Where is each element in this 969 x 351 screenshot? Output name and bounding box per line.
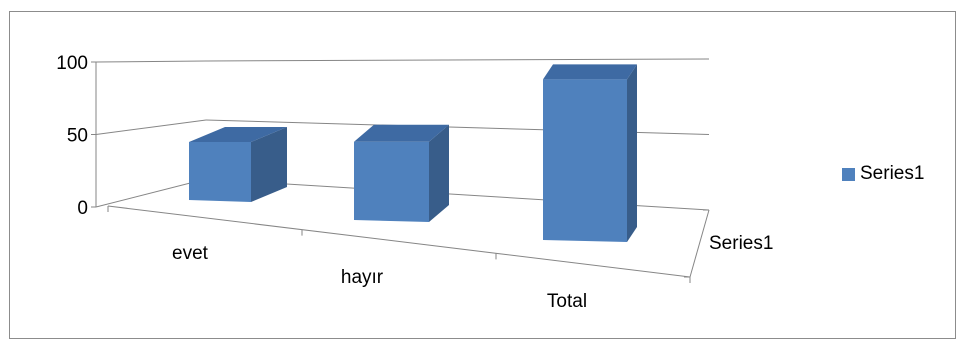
- gridline-back-2: [205, 58, 710, 62]
- bar-top-1: [354, 124, 449, 142]
- value-axis-label-0: 0: [77, 198, 88, 219]
- value-axis-label-2: 100: [56, 53, 88, 74]
- category-label-2: Total: [547, 291, 587, 312]
- bar-side-2: [627, 64, 637, 243]
- gridline-side-1: [95, 119, 207, 135]
- chart-labels: 0 50 100 evet hayır Total Series1: [56, 53, 773, 312]
- gridline-side-2: [95, 60, 207, 63]
- bar-front-0: [189, 142, 251, 202]
- bar-side-1: [429, 124, 449, 222]
- bar-side-0: [251, 127, 287, 202]
- chart-axes: [91, 61, 710, 283]
- chart-frame: [9, 11, 956, 339]
- gridline-side-0: [95, 178, 207, 208]
- legend-swatch-series1: [842, 167, 855, 181]
- chart-legend: Series1: [842, 163, 924, 185]
- bar-top-2: [543, 64, 637, 80]
- category-label-1: hayır: [341, 267, 384, 288]
- bar-top-0: [189, 127, 287, 142]
- bar-front-2: [543, 79, 627, 243]
- value-axis-label-1: 50: [67, 126, 88, 147]
- depth-axis-line: [689, 209, 710, 278]
- category-axis-line: [107, 205, 691, 278]
- category-label-0: evet: [172, 243, 209, 264]
- legend-label-series1: Series1: [860, 163, 925, 184]
- bar-front-1: [354, 141, 429, 222]
- depth-axis-label: Series1: [709, 233, 773, 254]
- chart-bars: [189, 64, 637, 243]
